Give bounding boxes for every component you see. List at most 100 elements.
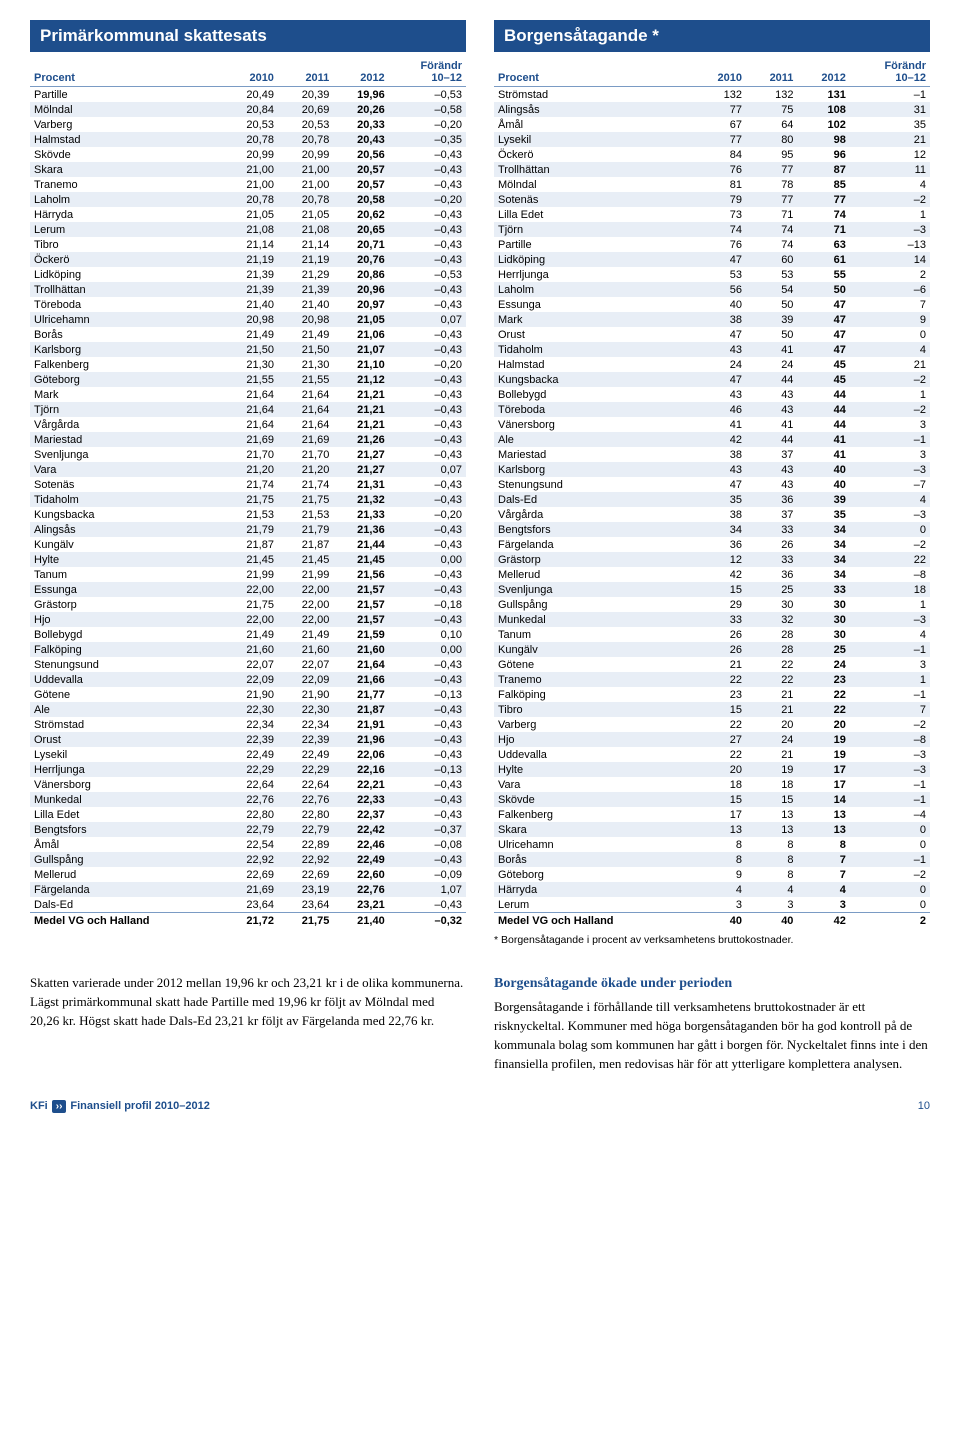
right-table: Procent 2010 2011 2012 Förändr10–12 Strö… [494, 56, 930, 928]
table-row: Vårgårda383735–3 [494, 507, 930, 522]
table-cell: Partille [494, 237, 694, 252]
table-cell: 22,06 [333, 747, 388, 762]
table-row: Skara1313130 [494, 822, 930, 837]
table-cell: 55 [797, 267, 849, 282]
table-cell: 47 [797, 312, 849, 327]
table-cell: 15 [694, 702, 746, 717]
body-left: Skatten varierade under 2012 mellan 19,9… [30, 974, 466, 1074]
table-cell: 37 [746, 447, 797, 462]
table-cell: 40 [694, 297, 746, 312]
table-cell: –0,43 [389, 177, 466, 192]
table-cell: Alingsås [494, 102, 694, 117]
table-cell: –8 [850, 567, 930, 582]
table-cell: Vårgårda [494, 507, 694, 522]
table-cell: 21,45 [333, 552, 388, 567]
table-row: Vänersborg22,6422,6422,21–0,43 [30, 777, 466, 792]
table-cell: 19 [797, 732, 849, 747]
table-cell: Mellerud [30, 867, 223, 882]
table-cell: –3 [850, 507, 930, 522]
table-cell: –13 [850, 237, 930, 252]
table-cell: 25 [746, 582, 797, 597]
table-row: Grästorp12333422 [494, 552, 930, 567]
table-row: Tibro21,1421,1420,71–0,43 [30, 237, 466, 252]
table-cell: Mariestad [494, 447, 694, 462]
body-left-para: Skatten varierade under 2012 mellan 19,9… [30, 974, 466, 1031]
table-cell: 20,69 [278, 102, 333, 117]
table-cell: Ulricehamn [494, 837, 694, 852]
table-row: Trollhättan21,3921,3920,96–0,43 [30, 282, 466, 297]
table-cell: Lilla Edet [494, 207, 694, 222]
table-cell: –0,43 [389, 657, 466, 672]
table-cell: –0,13 [389, 762, 466, 777]
table-cell: 0 [850, 897, 930, 913]
table-cell: 20,99 [278, 147, 333, 162]
table-cell: 22,46 [333, 837, 388, 852]
table-cell: 20,78 [223, 192, 278, 207]
table-cell: –0,18 [389, 597, 466, 612]
table-cell: 20,84 [223, 102, 278, 117]
table-cell: –0,43 [389, 237, 466, 252]
table-cell: 12 [694, 552, 746, 567]
table-row: Tidaholm4341474 [494, 342, 930, 357]
table-cell: 19,96 [333, 87, 388, 103]
table-cell: 21,32 [333, 492, 388, 507]
table-row: Stenungsund474340–7 [494, 477, 930, 492]
table-cell: Ale [30, 702, 223, 717]
table-cell: 38 [694, 507, 746, 522]
table-cell: Kungsbacka [494, 372, 694, 387]
table-row: Lerum21,0821,0820,65–0,43 [30, 222, 466, 237]
table-cell: 20 [746, 717, 797, 732]
table-cell: 22 [850, 552, 930, 567]
table-row: Götene21,9021,9021,77–0,13 [30, 687, 466, 702]
table-cell: –4 [850, 807, 930, 822]
table-cell: –0,43 [389, 702, 466, 717]
table-cell: 12 [850, 147, 930, 162]
table-cell: 22,60 [333, 867, 388, 882]
table-row: Gullspång22,9222,9222,49–0,43 [30, 852, 466, 867]
table-cell: Mölndal [30, 102, 223, 117]
table-cell: Ulricehamn [30, 312, 223, 327]
table-row: Töreboda464344–2 [494, 402, 930, 417]
table-cell: 26 [694, 642, 746, 657]
table-cell: 77 [746, 162, 797, 177]
table-cell: 20,98 [223, 312, 278, 327]
table-cell: Borås [30, 327, 223, 342]
table-cell: Medel VG och Halland [494, 913, 694, 929]
table-cell: 21,64 [278, 387, 333, 402]
body-right: Borgensåtagande ökade under perioden Bor… [494, 974, 930, 1074]
table-cell: 71 [797, 222, 849, 237]
table-cell: 40 [746, 913, 797, 929]
table-total-row: Medel VG och Halland21,7221,7521,40–0,32 [30, 913, 466, 929]
table-cell: 21,74 [278, 477, 333, 492]
table-cell: Vårgårda [30, 417, 223, 432]
table-row: Sotenäs797777–2 [494, 192, 930, 207]
left-table-title: Primärkommunal skattesats [30, 20, 466, 52]
table-cell: 21,05 [223, 207, 278, 222]
table-cell: 22,39 [223, 732, 278, 747]
table-cell: Mariestad [30, 432, 223, 447]
table-cell: Bollebygd [30, 627, 223, 642]
table-cell: Hylte [30, 552, 223, 567]
table-cell: 21,30 [223, 357, 278, 372]
table-cell: 53 [694, 267, 746, 282]
table-cell: 53 [746, 267, 797, 282]
table-cell: 22,00 [223, 612, 278, 627]
table-cell: Skara [494, 822, 694, 837]
table-cell: 64 [746, 117, 797, 132]
table-cell: –0,09 [389, 867, 466, 882]
table-cell: –0,43 [389, 612, 466, 627]
table-cell: 22,69 [223, 867, 278, 882]
table-cell: 22,09 [278, 672, 333, 687]
table-cell: Grästorp [494, 552, 694, 567]
table-cell: 20,57 [333, 162, 388, 177]
table-cell: 95 [746, 147, 797, 162]
table-cell: Tranemo [30, 177, 223, 192]
table-cell: Lidköping [30, 267, 223, 282]
table-cell: –0,53 [389, 267, 466, 282]
table-row: Lysekil77809821 [494, 132, 930, 147]
table-cell: 37 [746, 507, 797, 522]
table-cell: 21,75 [223, 492, 278, 507]
table-cell: 43 [746, 477, 797, 492]
table-cell: 1 [850, 387, 930, 402]
table-cell: 42 [797, 913, 849, 929]
